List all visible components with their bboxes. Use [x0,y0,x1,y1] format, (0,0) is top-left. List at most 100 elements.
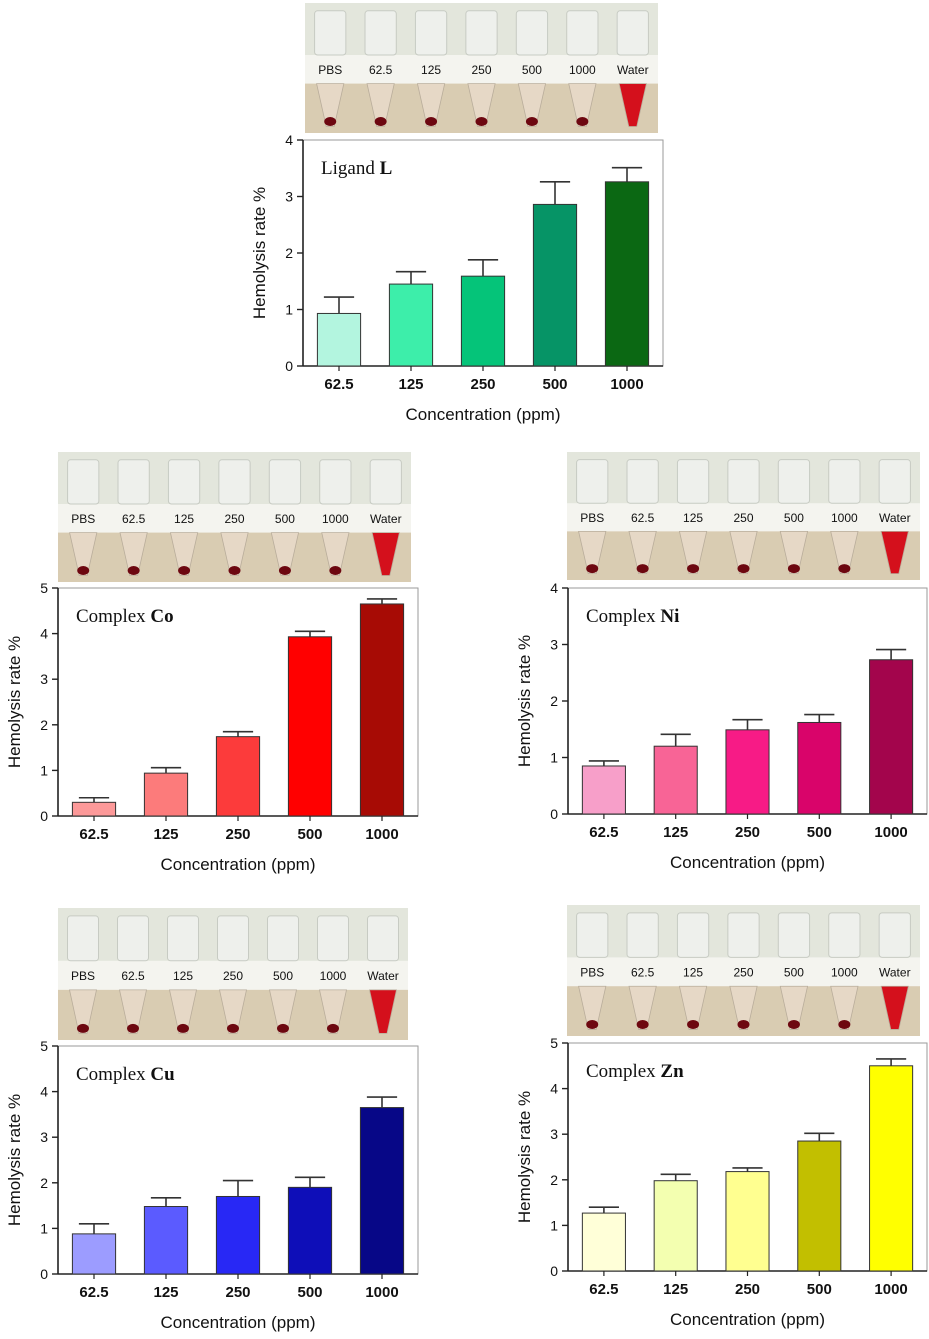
tube-body [628,530,657,574]
x-axis-title: Concentration (ppm) [161,855,316,874]
tube-cap [576,912,609,958]
tube-body [316,83,345,127]
x-tick-label: 1000 [874,824,907,841]
tube-label: Water [879,511,911,525]
tube-cap [878,459,911,504]
tube-cap [319,459,352,505]
tube-body [678,530,708,574]
tube-cap [727,459,760,504]
x-tick-label: 250 [225,1284,250,1301]
y-tick-label: 0 [40,808,48,824]
chart-title-prefix: Complex [76,1064,150,1085]
x-axis-title: Concentration (ppm) [406,405,561,424]
tube-cap [268,459,302,505]
bar [215,1195,261,1275]
blood-pellet [178,566,191,575]
tube-cap [878,912,911,958]
blood-pellet [636,1019,649,1029]
x-axis-title: Concentration (ppm) [161,1313,316,1332]
y-tick-label: 2 [285,245,293,261]
x-tick-label: 125 [153,1284,178,1301]
y-axis-title: Hemolysis rate % [515,1091,534,1223]
tube-body [517,83,547,127]
tube-label: 500 [784,511,804,525]
chart-title: Ligand L [321,158,392,179]
y-tick-label: 2 [550,1172,558,1188]
bar-chart: 0 1 2 3 4 62.5 125 250 500 1000 Complex Ni Concentr… [515,580,928,872]
y-tick-label: 1 [40,1220,48,1236]
blood-pellet [737,1019,750,1029]
blood-pellet [77,1023,89,1033]
tube-cap [727,912,760,958]
tube-label: Water [879,965,911,979]
tube-body [880,985,909,1030]
x-tick-label: 250 [735,824,760,841]
blood-pellet [177,1023,189,1033]
tube-label: 1000 [831,965,858,979]
tube-body [779,985,809,1030]
tube-cap [369,459,402,505]
bar [316,312,362,367]
tube-body [578,985,607,1030]
tube-label: 1000 [831,511,858,525]
bar [388,283,434,367]
x-tick-label: 62.5 [79,826,108,843]
tube-cap [314,10,347,56]
tube-photo: PBS 62.5 125 250 500 1000 Water [58,452,411,582]
blood-pellet [787,1019,800,1029]
bar [869,1065,914,1272]
blood-pellet [636,564,649,574]
tube-label: 1000 [322,512,349,526]
tube-body [269,989,297,1034]
bar-chart: 0 1 2 3 4 62.5 125 250 500 1000 Ligand L Concentrat… [250,132,664,424]
y-tick-label: 0 [285,358,293,374]
tube-cap [515,10,549,56]
tube-body [568,83,597,127]
y-tick-label: 3 [40,671,48,687]
tube-label: 62.5 [122,512,146,526]
tube-cap [67,459,100,505]
x-tick-label: 1000 [365,826,398,843]
blood-pellet [475,117,488,126]
y-tick-label: 2 [40,717,48,733]
y-tick-label: 5 [40,1038,48,1054]
x-tick-label: 250 [735,1281,760,1298]
tube-cap [626,459,659,504]
bar-chart: 0 1 2 3 4 5 62.5 125 250 500 1000 Complex Co Concent… [5,580,419,874]
tube-cap [167,459,201,505]
photo-label-strip [567,503,920,532]
blood-pellet [374,117,387,126]
x-tick-label: 1000 [874,1281,907,1298]
tube-cap [676,459,710,504]
tube-cap [117,459,150,505]
tube-cap [676,912,710,958]
bar [869,659,914,815]
tube-body [369,989,397,1034]
chart-title-prefix: Complex [586,1061,660,1082]
y-tick-label: 4 [550,580,558,596]
tube-body [467,83,496,127]
tube-cap [217,915,249,962]
x-tick-label: 1000 [365,1284,398,1301]
x-tick-label: 125 [663,824,688,841]
y-tick-label: 3 [550,637,558,653]
y-tick-label: 2 [550,693,558,709]
bar [359,1107,405,1275]
tube-label: 62.5 [631,965,655,979]
tube-cap [267,915,299,962]
blood-pellet [327,1023,339,1033]
chart-title: Complex Ni [586,606,679,627]
tube-cap [616,10,649,56]
bar [532,203,578,367]
x-tick-label: 125 [398,376,423,393]
chart-title: Complex Zn [586,1061,684,1082]
y-tick-label: 1 [550,750,558,766]
tube-cap [167,915,199,962]
tube-label: Water [367,969,399,983]
bar [581,765,626,815]
y-tick-label: 1 [550,1217,558,1233]
bar [460,275,506,367]
y-tick-label: 4 [40,1084,48,1100]
blood-pellet [737,564,750,574]
tube-body [779,530,809,574]
